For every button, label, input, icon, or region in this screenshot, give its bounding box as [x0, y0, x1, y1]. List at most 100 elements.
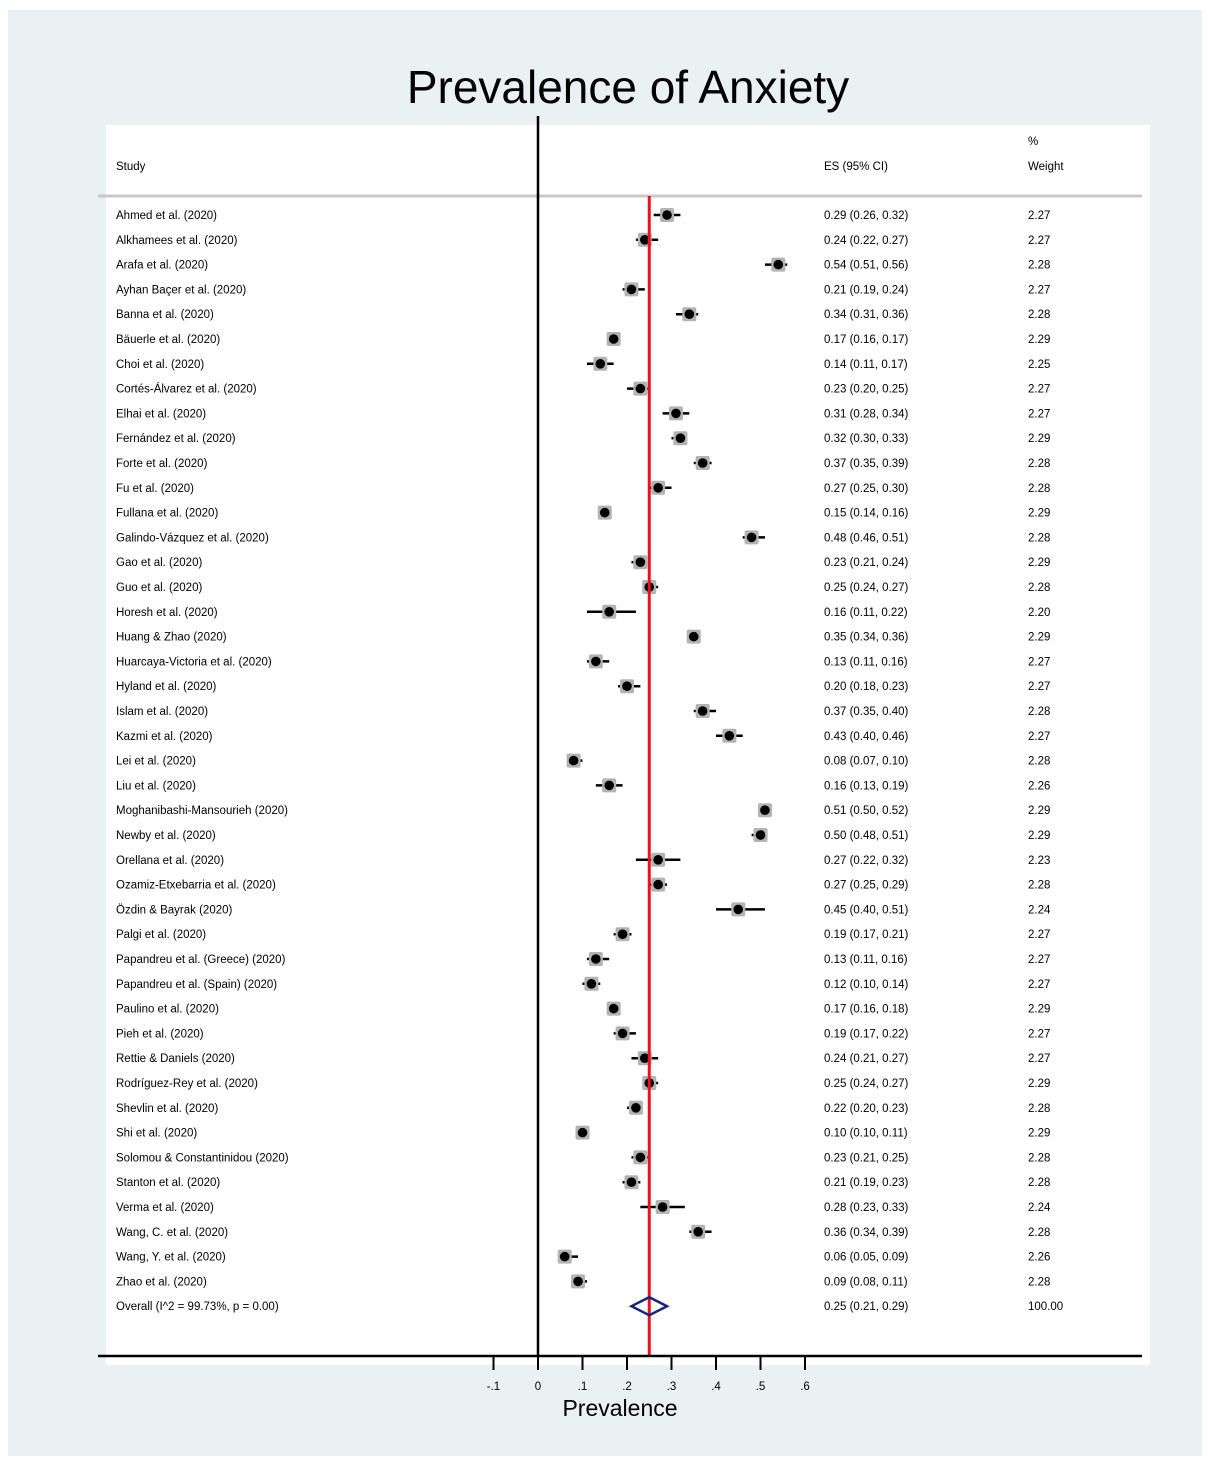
study-weight: 2.25: [1028, 359, 1050, 371]
study-weight: 2.28: [1028, 1227, 1050, 1239]
header-es-ci: ES (95% CI): [824, 161, 888, 173]
study-name: Ozamiz-Etxebarria et al. (2020): [116, 880, 276, 892]
point-estimate: [617, 929, 628, 939]
study-weight: 2.27: [1028, 731, 1050, 743]
study-name: Choi et al. (2020): [116, 359, 204, 371]
study-es-ci: 0.16 (0.11, 0.22): [824, 607, 908, 619]
study-weight: 2.29: [1028, 632, 1050, 644]
study-name: Gao et al. (2020): [116, 557, 202, 569]
study-weight: 2.26: [1028, 1252, 1050, 1264]
study-es-ci: 0.34 (0.31, 0.36): [824, 309, 909, 321]
study-name: Alkhamees et al. (2020): [116, 235, 238, 247]
point-estimate: [591, 656, 601, 667]
study-name: Zhao et al. (2020): [116, 1276, 207, 1288]
study-weight: 2.27: [1028, 384, 1050, 396]
x-tick-label: 0: [535, 1381, 541, 1393]
study-weight: 2.29: [1028, 830, 1050, 842]
study-weight: 2.29: [1028, 1078, 1050, 1090]
point-estimate: [617, 1028, 628, 1039]
study-es-ci: 0.10 (0.10, 0.11): [824, 1128, 908, 1140]
point-estimate: [604, 607, 614, 617]
point-estimate: [653, 879, 663, 890]
study-weight: 2.28: [1028, 260, 1050, 272]
study-es-ci: 0.28 (0.23, 0.33): [824, 1202, 909, 1214]
x-tick-label: .5: [756, 1381, 766, 1393]
study-weight: 2.29: [1028, 508, 1050, 520]
overall-label: Overall (I^2 = 99.73%, p = 0.00): [116, 1301, 279, 1313]
point-estimate: [599, 507, 610, 518]
study-es-ci: 0.54 (0.51, 0.56): [824, 260, 909, 272]
study-es-ci: 0.31 (0.28, 0.34): [824, 408, 909, 420]
study-name: Elhai et al. (2020): [116, 408, 206, 420]
study-name: Pieh et al. (2020): [116, 1028, 204, 1040]
study-name: Wang, Y. et al. (2020): [116, 1252, 226, 1264]
study-name: Ahmed et al. (2020): [116, 210, 217, 222]
study-name: Moghanibashi-Mansourieh (2020): [116, 805, 288, 817]
study-es-ci: 0.29 (0.26, 0.32): [824, 210, 909, 222]
study-name: Huarcaya-Victoria et al. (2020): [116, 656, 272, 668]
study-weight: 2.27: [1028, 284, 1050, 296]
study-weight: 2.28: [1028, 458, 1050, 470]
overall-weight: 100.00: [1028, 1301, 1063, 1313]
point-estimate: [573, 1276, 583, 1287]
study-name: Palgi et al. (2020): [116, 929, 206, 941]
study-name: Rodríguez-Rey et al. (2020): [116, 1078, 258, 1090]
study-weight: 2.27: [1028, 656, 1050, 668]
point-estimate: [635, 1152, 646, 1163]
point-estimate: [671, 408, 681, 419]
point-estimate: [746, 532, 757, 543]
plot-panel: [106, 125, 1150, 1365]
point-estimate: [559, 1251, 570, 1262]
study-name: Cortés-Álvarez et al. (2020): [116, 383, 257, 396]
study-es-ci: 0.15 (0.14, 0.16): [824, 508, 909, 520]
study-name: Newby et al. (2020): [116, 830, 216, 842]
study-es-ci: 0.27 (0.25, 0.30): [824, 483, 909, 495]
study-es-ci: 0.25 (0.24, 0.27): [824, 1078, 909, 1090]
study-weight: 2.29: [1028, 1004, 1050, 1016]
x-axis-label: Prevalence: [562, 1395, 677, 1421]
x-tick-label: .3: [667, 1381, 677, 1393]
forest-plot: Study ES (95% CI)% Weight Ahmed et al. (202…: [98, 116, 1142, 1421]
study-es-ci: 0.17 (0.16, 0.18): [824, 1004, 909, 1016]
point-estimate: [586, 979, 597, 989]
study-weight: 2.28: [1028, 1276, 1050, 1288]
study-weight: 2.23: [1028, 855, 1050, 867]
study-es-ci: 0.25 (0.24, 0.27): [824, 582, 909, 594]
point-estimate: [635, 383, 646, 394]
study-name: Forte et al. (2020): [116, 458, 208, 470]
study-weight: 2.24: [1028, 904, 1051, 916]
point-estimate: [733, 904, 744, 915]
study-es-ci: 0.13 (0.11, 0.16): [824, 656, 908, 668]
study-es-ci: 0.37 (0.35, 0.40): [824, 706, 909, 718]
study-weight: 2.28: [1028, 1152, 1050, 1164]
study-name: Ayhan Baçer et al. (2020): [116, 284, 246, 296]
x-tick-label: .4: [711, 1381, 721, 1393]
study-es-ci: 0.36 (0.34, 0.39): [824, 1227, 909, 1239]
study-weight: 2.29: [1028, 557, 1050, 569]
point-estimate: [622, 681, 632, 691]
study-weight: 2.28: [1028, 880, 1050, 892]
study-name: Özdin & Bayrak (2020): [116, 904, 233, 916]
header-weight: Weight: [1028, 161, 1064, 173]
study-weight: 2.27: [1028, 210, 1050, 222]
x-tick-label: .6: [800, 1381, 810, 1393]
point-estimate: [662, 210, 672, 220]
study-name: Galindo-Vázquez et al. (2020): [116, 532, 269, 544]
study-weight: 2.27: [1028, 408, 1050, 420]
study-weight: 2.29: [1028, 805, 1050, 817]
study-es-ci: 0.32 (0.30, 0.33): [824, 433, 909, 445]
study-es-ci: 0.35 (0.34, 0.36): [824, 632, 909, 644]
study-weight: 2.27: [1028, 929, 1050, 941]
point-estimate: [684, 309, 695, 320]
point-estimate: [653, 483, 663, 493]
study-name: Papandreu et al. (Greece) (2020): [116, 954, 286, 966]
study-name: Liu et al. (2020): [116, 780, 196, 792]
study-weight: 2.27: [1028, 979, 1050, 991]
study-name: Banna et al. (2020): [116, 309, 214, 321]
chart-title: Prevalence of Anxiety: [406, 61, 850, 113]
point-estimate: [568, 755, 579, 766]
study-es-ci: 0.24 (0.22, 0.27): [824, 235, 909, 247]
point-estimate: [595, 359, 606, 369]
study-weight: 2.27: [1028, 681, 1050, 693]
study-name: Lei et al. (2020): [116, 756, 196, 768]
